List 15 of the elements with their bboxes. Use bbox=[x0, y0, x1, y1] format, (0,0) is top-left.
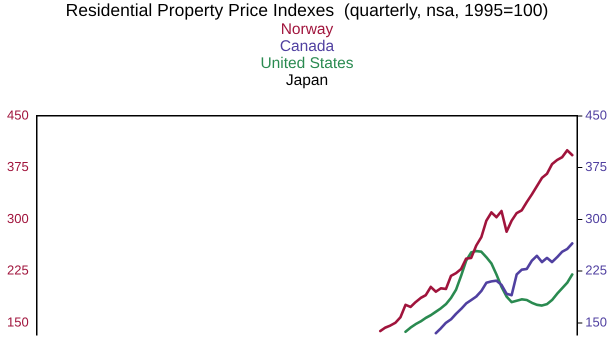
y-tick-label: 150 bbox=[6, 314, 29, 330]
y2-tick-label: 300 bbox=[585, 210, 608, 226]
text: Norway bbox=[280, 21, 334, 38]
y-tick-label: 300 bbox=[6, 210, 29, 226]
y2-tick-label: 450 bbox=[585, 107, 608, 122]
y2-tick-label: 150 bbox=[585, 314, 608, 330]
y2-tick-label: 375 bbox=[585, 159, 608, 174]
text: United States bbox=[260, 55, 354, 72]
text: Canada bbox=[280, 38, 334, 55]
y-tick-label: 375 bbox=[6, 159, 29, 174]
y2-tick-label: 225 bbox=[585, 262, 608, 278]
chart-title: Residential Property Price Indexes (quarterly, nsa, 1995=100) bbox=[64, 0, 550, 20]
legend-label: Japan bbox=[286, 72, 328, 89]
y-tick-label: 450 bbox=[6, 107, 29, 122]
y-tick-label: 225 bbox=[6, 262, 29, 278]
